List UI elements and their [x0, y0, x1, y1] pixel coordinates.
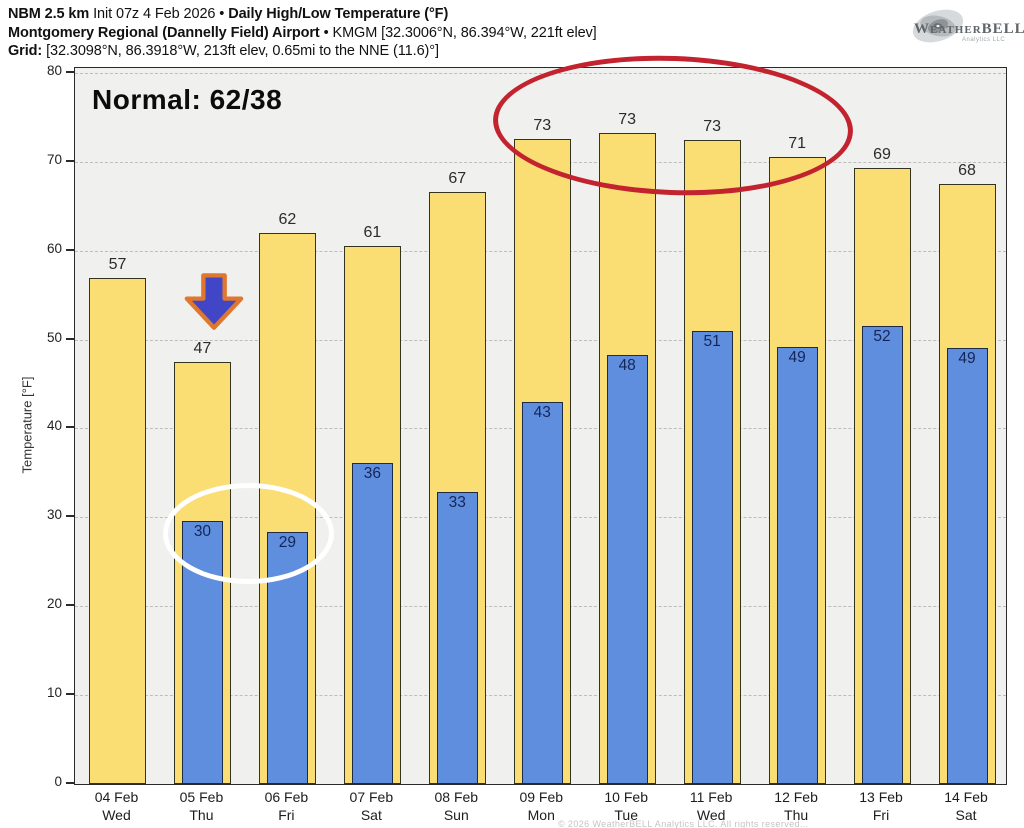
low-value-label: 51: [703, 332, 721, 350]
x-date: 04 Feb: [94, 789, 139, 805]
low-value-label: 52: [873, 328, 891, 346]
low-bar: [861, 326, 903, 784]
y-tick-mark: [66, 70, 74, 73]
x-weekday: Fri: [872, 806, 890, 823]
y-tick-mark: [66, 248, 74, 251]
plot-area: 57 47 30 62 29 61 36 67 33 73 43 73 48 73 51 71 49 69 52 68…: [74, 67, 1007, 785]
down-arrow-icon: [184, 273, 244, 330]
y-tick-mark: [66, 782, 74, 784]
low-bar: [521, 401, 563, 784]
x-date: 10 Feb: [604, 789, 648, 805]
model-name: NBM 2.5 km: [8, 6, 90, 22]
low-bar: [776, 346, 818, 784]
x-date: 11 Feb: [689, 789, 733, 805]
header-line3: Grid: [32.3098°N, 86.3918°W, 213ft elev,…: [8, 43, 439, 59]
x-weekday: Wed: [102, 806, 131, 823]
high-value-label: 61: [363, 224, 382, 242]
x-date: 07 Feb: [349, 789, 394, 805]
x-weekday: Sun: [443, 806, 469, 823]
y-tick-mark: [66, 159, 74, 162]
x-date: 13 Feb: [859, 789, 903, 805]
x-tick-label: 07 Feb Sat: [328, 789, 414, 824]
x-weekday: Thu: [189, 806, 214, 823]
x-tick-label: 09 Feb Mon: [498, 789, 584, 824]
y-tick-mark: [66, 337, 74, 340]
normal-annotation: Normal: 62/38: [92, 84, 283, 115]
x-weekday: Wed: [696, 806, 726, 823]
x-tick-label: 13 Feb Fri: [838, 789, 924, 824]
x-tick-label: 12 Feb Thu: [753, 789, 839, 824]
logo-brand-text: WeatherBELL: [914, 21, 1024, 37]
x-date: 05 Feb: [179, 789, 224, 805]
x-tick-label: 04 Feb Wed: [74, 789, 160, 824]
x-date: 14 Feb: [944, 789, 988, 805]
y-tick-mark: [66, 515, 74, 518]
low-bar: [946, 347, 988, 784]
high-value-label: 73: [703, 117, 722, 135]
low-value-label: 33: [448, 493, 466, 511]
low-value-label: 43: [533, 403, 551, 421]
low-bar: [691, 330, 733, 784]
gridline-80: [75, 72, 1006, 74]
weatherbell-logo: WeatherBELL Analytics LLC: [900, 4, 1024, 50]
header-line1: NBM 2.5 km Init 07z 4 Feb 2026 • Daily H…: [8, 6, 449, 22]
x-weekday: Tue: [614, 806, 638, 823]
x-date: 09 Feb: [519, 789, 564, 805]
low-value-label: 48: [618, 356, 636, 374]
y-tick-label: 80: [46, 62, 62, 78]
y-tick-label: 70: [46, 151, 62, 167]
high-bar: [89, 278, 146, 784]
x-weekday: Thu: [784, 806, 809, 823]
x-date: 08 Feb: [434, 789, 479, 805]
high-value-label: 67: [448, 170, 467, 188]
x-tick-label: 08 Feb Sun: [413, 789, 499, 824]
high-value-label: 73: [533, 116, 552, 134]
y-tick-label: 60: [46, 240, 62, 256]
chart-title: Daily High/Low Temperature (°F): [228, 6, 449, 22]
hurricane-swirl-icon: [912, 9, 964, 43]
x-weekday: Sat: [955, 806, 977, 823]
x-tick-label: 10 Feb Tue: [583, 789, 669, 824]
high-value-label: 47: [193, 339, 212, 357]
y-tick-mark: [66, 426, 74, 429]
low-bar: [351, 463, 393, 784]
x-date: 06 Feb: [264, 789, 309, 805]
y-tick-label: 50: [46, 329, 62, 345]
grid-label: Grid:: [8, 43, 43, 59]
y-tick-label: 40: [46, 418, 62, 434]
y-tick-label: 30: [46, 507, 62, 523]
header-line2: Montgomery Regional (Dannelly Field) Air…: [8, 24, 597, 41]
low-value-label: 49: [958, 349, 976, 367]
low-value-label: 49: [788, 348, 806, 366]
y-tick-mark: [66, 604, 74, 607]
x-weekday: Mon: [527, 806, 555, 823]
logo-sub-text: Analytics LLC: [962, 37, 1006, 43]
y-tick-label: 0: [54, 774, 62, 789]
high-value-label: 62: [278, 210, 297, 228]
x-weekday: Sat: [360, 806, 382, 823]
copyright-text: © 2026 WeatherBELL Analytics LLC. All ri…: [558, 819, 809, 828]
x-tick-label: 11 Feb Wed: [668, 789, 754, 824]
y-tick-mark: [66, 693, 74, 696]
high-value-label: 69: [873, 146, 891, 164]
high-value-label: 57: [108, 256, 127, 274]
header: NBM 2.5 km Init 07z 4 Feb 2026 • Daily H…: [8, 5, 597, 61]
cold-lows-ellipse: [163, 483, 334, 584]
x-tick-label: 05 Feb Thu: [158, 789, 244, 824]
low-value-label: 36: [363, 465, 381, 483]
low-bar: [436, 491, 478, 784]
y-tick-label: 10: [46, 685, 62, 701]
x-tick-label: 06 Feb Fri: [243, 789, 329, 824]
high-value-label: 71: [788, 134, 806, 152]
high-value-label: 68: [958, 162, 976, 180]
y-tick-label: 20: [46, 596, 62, 612]
x-tick-label: 14 Feb Sat: [923, 789, 1009, 824]
x-weekday: Fri: [278, 806, 295, 823]
station-name: Montgomery Regional (Dannelly Field) Air…: [8, 24, 320, 41]
x-date: 12 Feb: [774, 789, 818, 805]
low-bar: [606, 354, 648, 784]
high-value-label: 73: [618, 111, 637, 129]
